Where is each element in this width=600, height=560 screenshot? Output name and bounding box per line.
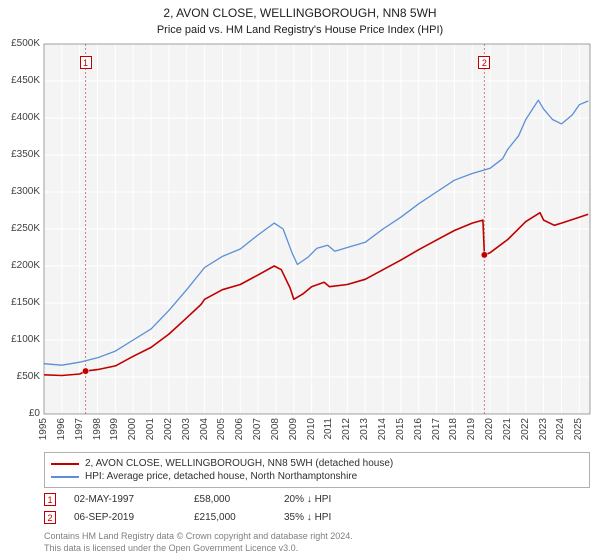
plot-svg (44, 44, 590, 414)
x-tick-label: 2024 (556, 418, 566, 440)
x-tick-label: 2017 (432, 418, 442, 440)
y-tick-label: £150K (2, 298, 40, 308)
y-tick-label: £450K (2, 76, 40, 86)
event-line-marker: 2 (478, 56, 490, 69)
event-date: 02-MAY-1997 (74, 494, 194, 505)
event-line-marker: 1 (80, 56, 92, 69)
x-tick-label: 2022 (521, 418, 531, 440)
y-tick-label: £400K (2, 113, 40, 123)
x-tick-label: 2012 (342, 418, 352, 440)
x-tick-label: 2005 (217, 418, 227, 440)
x-tick-label: 2002 (164, 418, 174, 440)
x-tick-label: 2020 (485, 418, 495, 440)
event-row: 1 02-MAY-1997 £58,000 20% ↓ HPI (44, 490, 590, 508)
x-tick-label: 2008 (271, 418, 281, 440)
x-tick-label: 2009 (289, 418, 299, 440)
x-tick-label: 2016 (414, 418, 424, 440)
x-tick-label: 2013 (360, 418, 370, 440)
event-marker-box: 2 (44, 511, 56, 524)
y-tick-label: £100K (2, 335, 40, 345)
x-tick-label: 2006 (235, 418, 245, 440)
x-tick-label: 2015 (396, 418, 406, 440)
x-tick-label: 2018 (449, 418, 459, 440)
chart-title: 2, AVON CLOSE, WELLINGBOROUGH, NN8 5WH (0, 0, 600, 22)
y-tick-label: £300K (2, 187, 40, 197)
y-tick-label: £250K (2, 224, 40, 234)
x-tick-label: 1995 (39, 418, 49, 440)
event-price: £58,000 (194, 494, 284, 505)
event-marker-box: 1 (44, 493, 56, 506)
footer-line: This data is licensed under the Open Gov… (44, 543, 298, 553)
x-tick-label: 1997 (75, 418, 85, 440)
x-tick-label: 2010 (307, 418, 317, 440)
x-tick-label: 1998 (93, 418, 103, 440)
legend-item: 2, AVON CLOSE, WELLINGBOROUGH, NN8 5WH (… (51, 457, 583, 470)
x-tick-label: 2025 (574, 418, 584, 440)
legend-swatch (51, 476, 79, 478)
y-tick-label: £50K (2, 372, 40, 382)
y-tick-label: £500K (2, 39, 40, 49)
legend-label: HPI: Average price, detached house, Nort… (85, 471, 357, 482)
event-row: 2 06-SEP-2019 £215,000 35% ↓ HPI (44, 508, 590, 526)
x-tick-label: 2011 (324, 418, 334, 440)
x-tick-label: 2014 (378, 418, 388, 440)
y-tick-label: £200K (2, 261, 40, 271)
event-price: £215,000 (194, 512, 284, 523)
x-tick-label: 2001 (146, 418, 156, 440)
x-tick-label: 2004 (200, 418, 210, 440)
footer-attribution: Contains HM Land Registry data © Crown c… (44, 531, 590, 554)
x-tick-label: 2023 (539, 418, 549, 440)
footer-line: Contains HM Land Registry data © Crown c… (44, 531, 353, 541)
plot-area (44, 44, 590, 414)
events-table: 1 02-MAY-1997 £58,000 20% ↓ HPI 2 06-SEP… (44, 490, 590, 526)
event-delta: 35% ↓ HPI (284, 512, 331, 523)
y-tick-label: £0 (2, 409, 40, 419)
legend-swatch (51, 463, 79, 465)
y-tick-label: £350K (2, 150, 40, 160)
x-tick-label: 1996 (57, 418, 67, 440)
x-tick-label: 2003 (182, 418, 192, 440)
x-tick-label: 2021 (503, 418, 513, 440)
x-tick-label: 2007 (253, 418, 263, 440)
event-delta: 20% ↓ HPI (284, 494, 331, 505)
x-tick-label: 2000 (128, 418, 138, 440)
event-date: 06-SEP-2019 (74, 512, 194, 523)
x-tick-label: 2019 (467, 418, 477, 440)
x-tick-label: 1999 (110, 418, 120, 440)
chart-container: 2, AVON CLOSE, WELLINGBOROUGH, NN8 5WH P… (0, 0, 600, 560)
legend-label: 2, AVON CLOSE, WELLINGBOROUGH, NN8 5WH (… (85, 458, 393, 469)
legend-item: HPI: Average price, detached house, Nort… (51, 470, 583, 483)
chart-subtitle: Price paid vs. HM Land Registry's House … (0, 22, 600, 40)
legend: 2, AVON CLOSE, WELLINGBOROUGH, NN8 5WH (… (44, 452, 590, 488)
